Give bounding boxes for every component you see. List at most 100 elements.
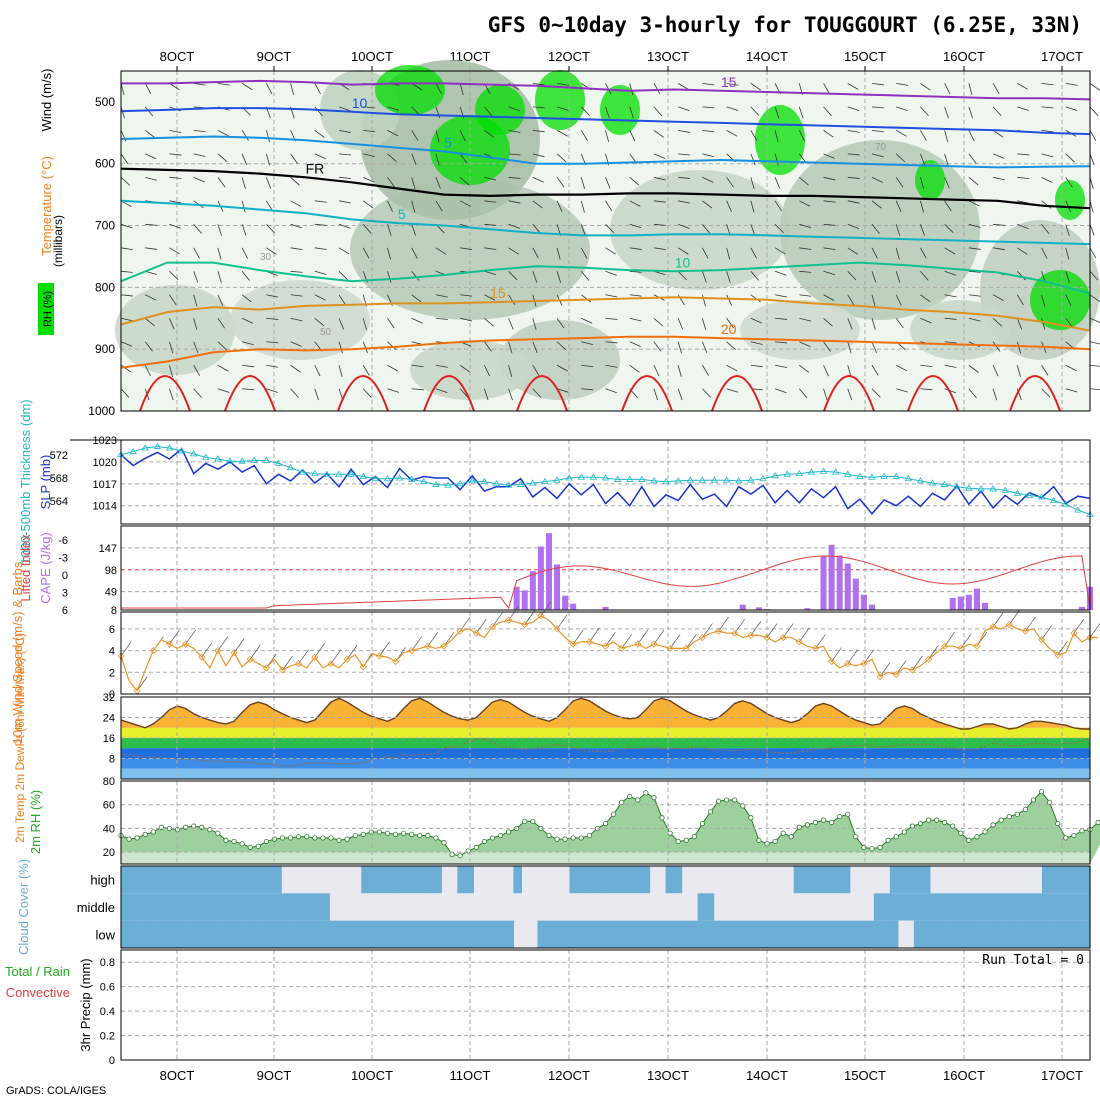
wind-barb-368 — [750, 177, 755, 189]
wind-barb-342 — [702, 224, 711, 234]
wind-barb-427 — [847, 247, 859, 255]
wind-barb-434 — [871, 82, 884, 86]
cloud-cell-low-1 — [129, 920, 138, 948]
cloud-cell-middle-99 — [913, 893, 923, 921]
cloud-cell-middle-115 — [1041, 893, 1051, 921]
thickness-point-15 — [298, 468, 307, 475]
wind-barb-464 — [920, 130, 927, 141]
cloud-cell-middle-18 — [265, 893, 274, 921]
cape-axis-label: CAPE (J/kg) — [38, 532, 53, 604]
wind-barb-355 — [726, 200, 732, 212]
rh-tick-1: 40 — [103, 823, 115, 835]
thickness-point-77 — [1049, 496, 1058, 504]
cape-bar-54 — [554, 564, 561, 610]
wind-barb-420 — [847, 83, 859, 90]
isotherm-1 — [120, 107, 1091, 136]
rh-point-54 — [554, 836, 560, 842]
wind-barb-14 — [144, 83, 152, 95]
rh-point-105 — [966, 837, 972, 843]
wind-barb-383 — [774, 200, 782, 212]
thickness-tick-1: 568 — [50, 473, 68, 485]
cloud-cell-high-57 — [577, 866, 587, 894]
surface-barb-2 — [136, 676, 148, 691]
wind-barb-157 — [387, 153, 397, 163]
slp-thickness-panel: 1014 1017 1020 1023 564 568 572 1000-500mb Thic… — [18, 399, 1094, 565]
rh-point-78 — [748, 815, 754, 821]
wind-barb-96 — [266, 364, 279, 368]
wind-barb-105 — [290, 247, 303, 251]
wind-barb-7 — [120, 247, 133, 251]
rh-point-116 — [1055, 821, 1061, 827]
wind-barb-155 — [387, 106, 400, 111]
rh-point-27 — [336, 837, 342, 843]
precip-tick-3: 0.6 — [100, 982, 115, 994]
wind-speed-point-30 — [359, 663, 367, 671]
cloud-cell-low-90 — [841, 920, 851, 948]
wind-barb-245 — [532, 247, 539, 259]
wind-barb-161 — [387, 247, 391, 260]
top-date-axis: 8OCT 9OCT 10OCT 11OCT 12OCT 13OCT 14OCT 15OCT 16… — [160, 49, 1083, 71]
wind-barb-436 — [871, 129, 884, 133]
cloud-cell-middle-107 — [977, 893, 987, 921]
cloud-cell-low-75 — [721, 920, 731, 948]
wind-barb-77 — [241, 247, 248, 259]
wind-barb-335 — [677, 388, 683, 401]
wind-barb-290 — [605, 317, 618, 320]
wind-barb-211 — [484, 106, 493, 117]
cloud-cell-low-21 — [289, 920, 298, 948]
wind-barb-503 — [968, 388, 977, 399]
wind-barb-329 — [677, 247, 689, 255]
cloud-cell-high-13 — [225, 866, 234, 894]
wind-barb-192 — [435, 317, 448, 320]
rh-point-21 — [287, 835, 294, 841]
cloud-cell-middle-8 — [185, 893, 194, 921]
thickness-point-79 — [1074, 506, 1082, 513]
thickness-point-12 — [262, 456, 271, 463]
wind-speed-point-106 — [973, 642, 981, 650]
wind-tick-1: 2 — [109, 667, 115, 679]
thickness-point-20 — [359, 472, 367, 479]
wind-barb-488 — [944, 364, 957, 368]
wind-barb-570 — [1089, 317, 1100, 323]
rh-point-113 — [1030, 797, 1037, 803]
cloud-cell-low-34 — [393, 920, 402, 948]
wind-speed-point-112 — [1021, 627, 1029, 635]
rh-point-18 — [263, 838, 269, 845]
wind-barb-493 — [968, 153, 977, 164]
wind-barb-159 — [387, 200, 393, 212]
wind-barb-30 — [169, 129, 182, 134]
temperature-legend-label: Temperature (°C) — [39, 156, 54, 256]
wind-barb-519 — [1017, 106, 1029, 111]
cloud-cell-high-18 — [265, 866, 274, 894]
wind-barb-117 — [314, 200, 327, 203]
wind-barb-534 — [1041, 129, 1054, 133]
rh-point-99 — [917, 821, 924, 827]
cloud-cell-middle-100 — [921, 893, 931, 921]
cloud-cell-middle-105 — [961, 893, 971, 921]
rh-point-23 — [304, 834, 310, 840]
rh2m-axis-label: 2m RH (%) — [28, 790, 43, 854]
surface-barb-112 — [1025, 616, 1036, 632]
wind-barb-33 — [169, 200, 182, 204]
thickness-point-16 — [311, 469, 319, 476]
temp-axis-label: 2m Temp 2m DewPt (6hr Min/Max) (°C) — [13, 633, 27, 843]
cloud-cell-high-98 — [905, 866, 915, 894]
rh-point-17 — [255, 843, 261, 849]
rh-point-81 — [772, 838, 778, 845]
wind-barb-393 — [798, 106, 804, 119]
slp-tick-2: 1020 — [93, 457, 117, 469]
wind-speed-point-16 — [246, 655, 254, 663]
rh-point-45 — [481, 838, 487, 845]
li-tick-0: -6 — [58, 535, 68, 547]
warm-contour-2 — [337, 375, 389, 412]
wind-barb-262 — [556, 318, 565, 329]
isotherm-0 — [121, 79, 1091, 101]
cloud-cell-low-81 — [769, 920, 779, 948]
lifted-index-line — [121, 555, 1091, 610]
thickness-point-68 — [940, 480, 949, 487]
wind-barb-309 — [653, 106, 663, 117]
wind-barb-318 — [653, 317, 664, 327]
wind-barb-484 — [944, 270, 957, 276]
cloud-cell-high-120 — [1081, 866, 1091, 894]
wind-barb-152 — [362, 365, 370, 376]
